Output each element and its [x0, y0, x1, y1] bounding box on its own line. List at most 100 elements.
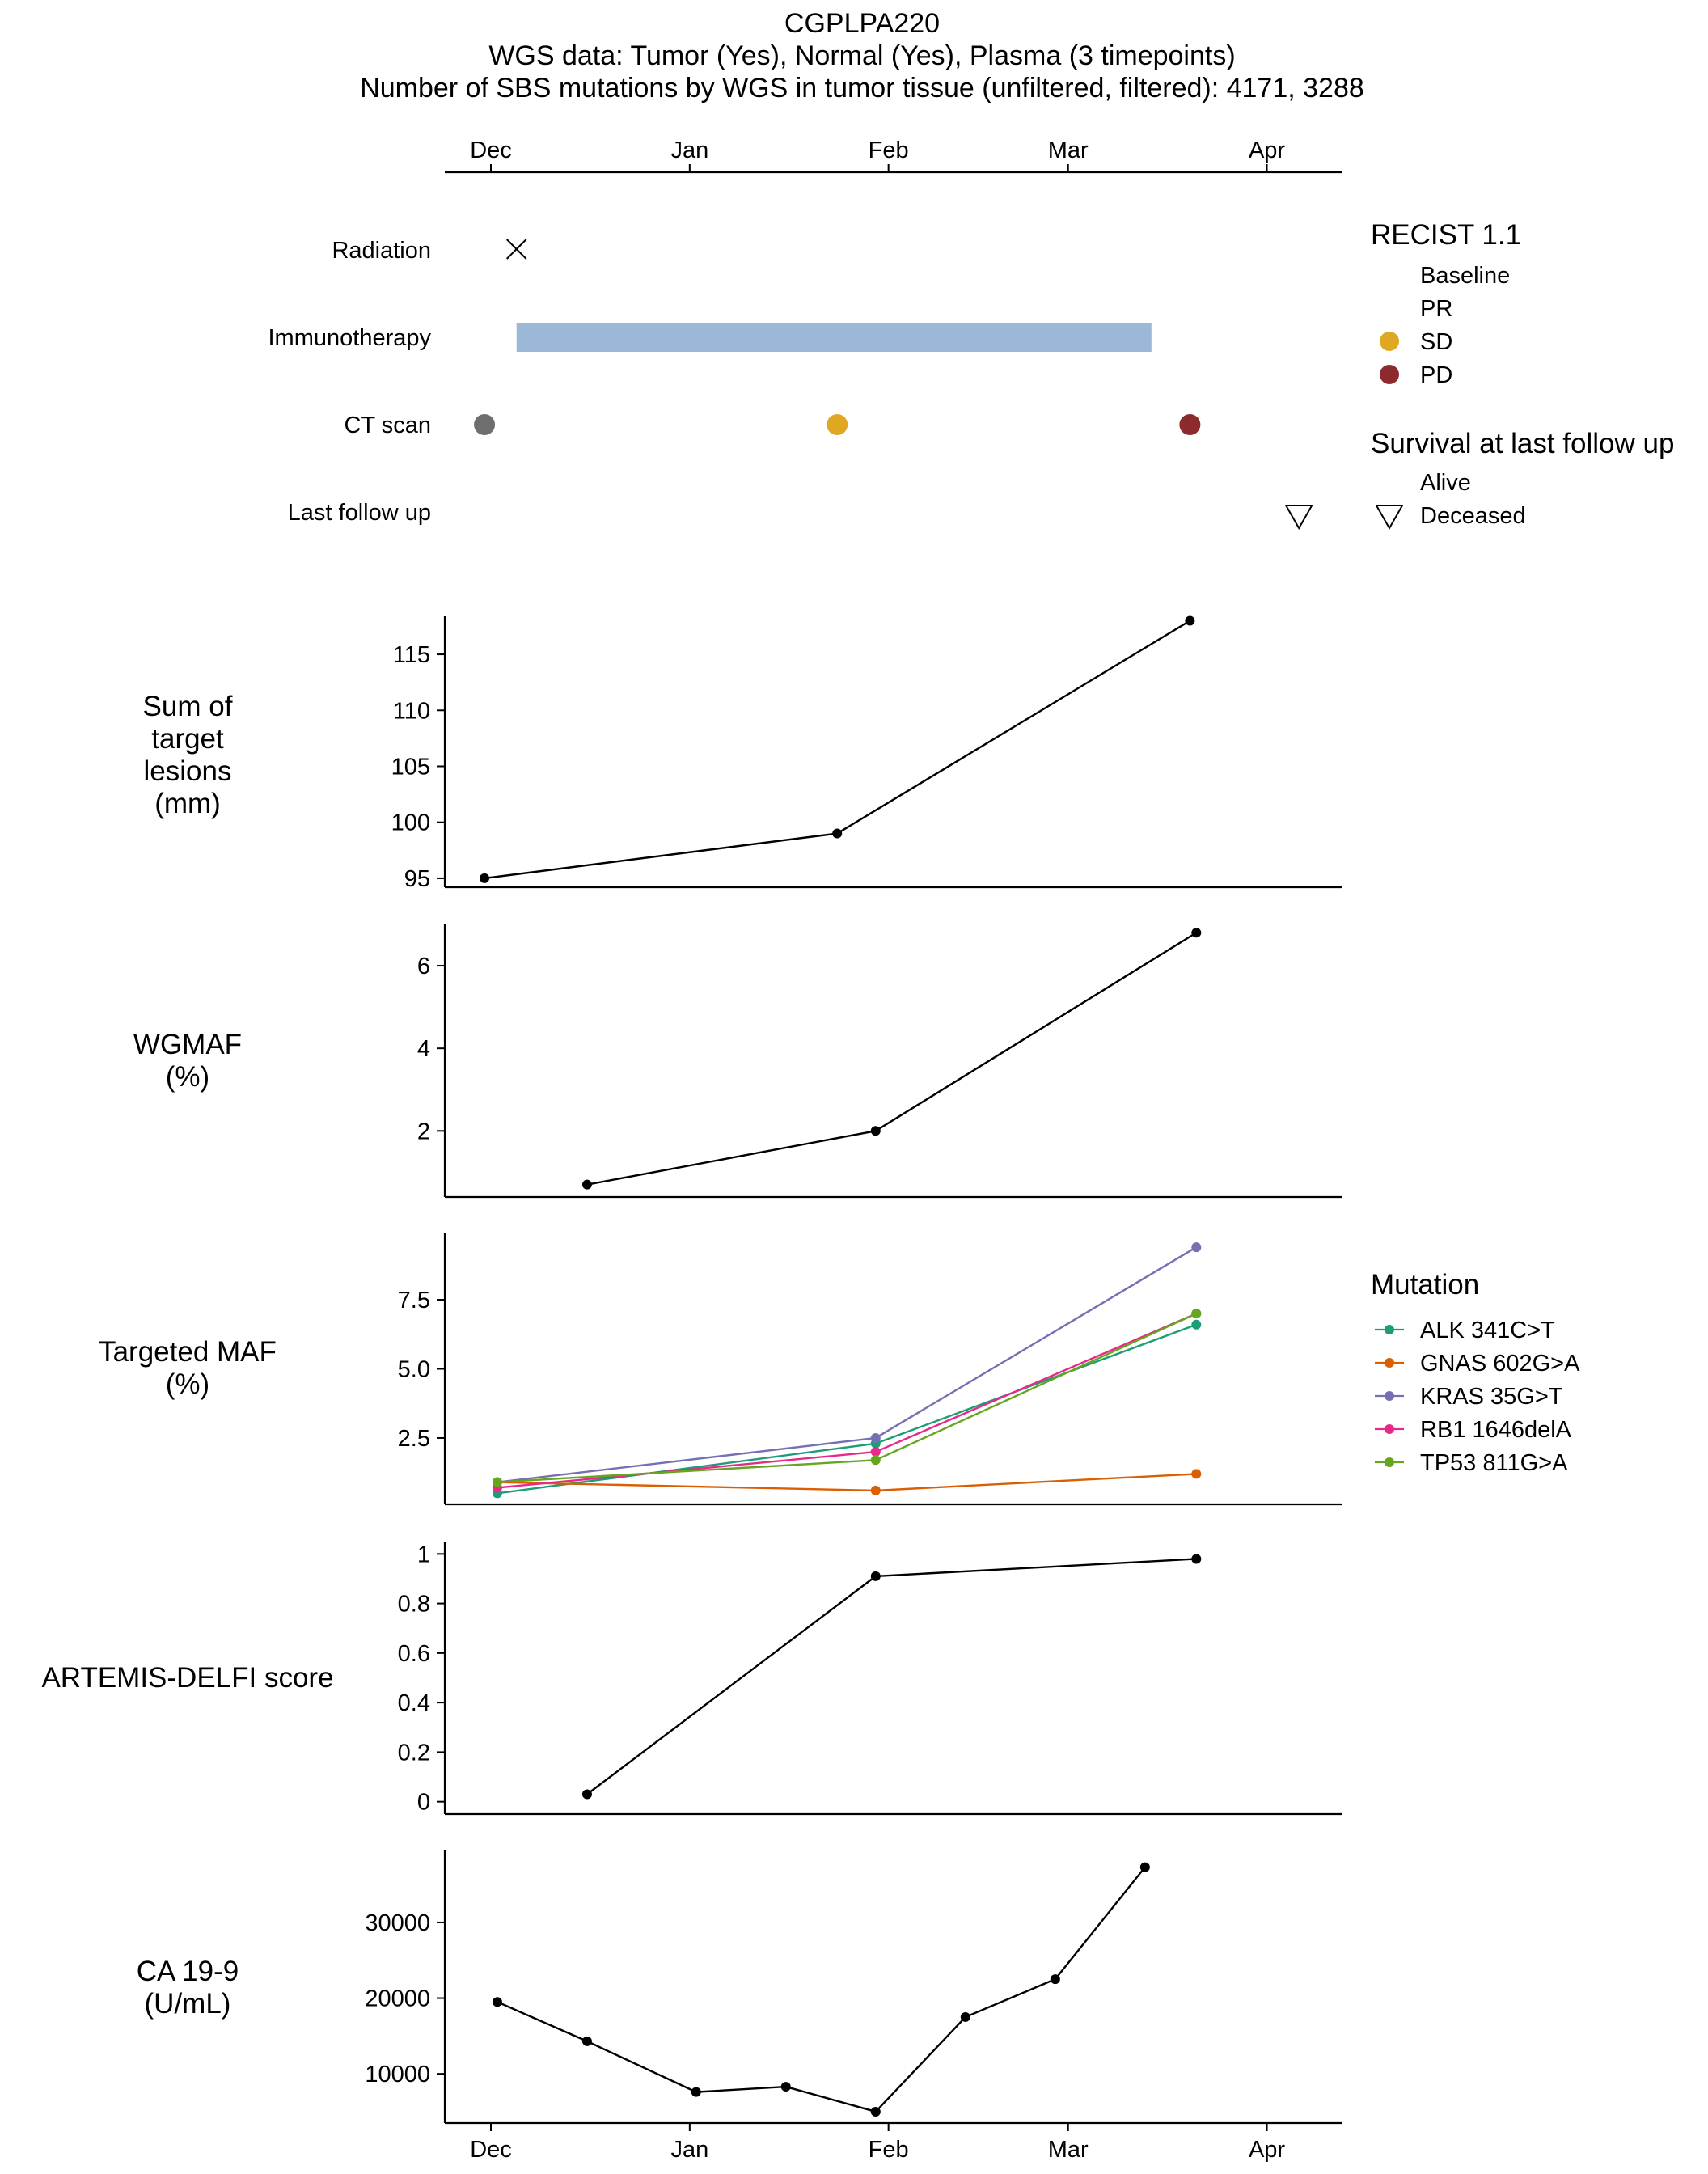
- legend-recist-title: RECIST 1.1: [1371, 219, 1521, 251]
- bottom-tick-label-mar: Mar: [1048, 2137, 1089, 2163]
- panel-sum-of-target-lesions-series-0-line: [484, 620, 1190, 880]
- legend-mutation-alk-341c-t-point: [1385, 1325, 1394, 1334]
- legend-survival-deceased: Deceased: [1375, 503, 1526, 531]
- timeline-row-labels: Radiation Immunotherapy CT scan Last fol…: [268, 238, 432, 526]
- panel-sum-of-target-lesions-ytick-label: 115: [393, 642, 430, 668]
- panel-targeted-maf-series-tp53-811g-a-line: [497, 1313, 1197, 1483]
- legend-survival-deceased-marker: [1375, 505, 1404, 531]
- panel-sum-of-target-lesions-series-0-point: [480, 873, 490, 883]
- title-line-1: CGPLPA220: [784, 8, 940, 39]
- panel-ca-19-9-series-0-point: [1050, 1974, 1060, 1985]
- legend-survival: Survival at last follow up Alive Deceased: [1371, 428, 1674, 531]
- panel-artemis-delfi-ytick-label: 1: [417, 1542, 430, 1567]
- ct-scan-point-pd: [1179, 414, 1201, 435]
- panel-ca-19-9-series-0-point: [492, 1997, 502, 2007]
- panel-targeted-maf-ytick-label: 7.5: [398, 1288, 430, 1313]
- panel-targeted-maf-ytick-label: 5.0: [398, 1357, 430, 1383]
- legend-survival-deceased-label: Deceased: [1420, 503, 1526, 529]
- panel-targeted-maf-series-kras-35g-t-point: [870, 1432, 881, 1443]
- panel-targeted-maf-series-tp53-811g-a-point: [870, 1455, 881, 1466]
- row-label-radiation: Radiation: [332, 238, 431, 264]
- bottom-tick-label-feb: Feb: [869, 2137, 909, 2163]
- panel-ca-19-9-series-0-point: [581, 2036, 592, 2046]
- panel-ca-19-9-series-0-line: [497, 1866, 1146, 2113]
- panel-wgmaf-series-0-point: [1191, 928, 1202, 938]
- panel-artemis-delfi-ytick-label: 0.4: [398, 1690, 430, 1716]
- panel-targeted-maf-series-tp53-811g-a-point: [492, 1477, 502, 1487]
- bottom-tick-label-jan: Jan: [670, 2137, 708, 2163]
- legend-recist-pr-label: PR: [1420, 296, 1452, 322]
- row-label-last-follow-up: Last follow up: [288, 500, 431, 526]
- panel-targeted-maf-series-gnas-602g-a-point: [1191, 1469, 1202, 1479]
- panel-targeted-maf-series-alk-341c-t-point: [1191, 1319, 1202, 1330]
- timeline-tick-label-apr: Apr: [1249, 137, 1285, 163]
- legend-mutation-title: Mutation: [1371, 1269, 1479, 1301]
- legend-recist-baseline-label: Baseline: [1420, 263, 1510, 289]
- panel-sum-of-target-lesions-series-0-point: [832, 828, 843, 839]
- timeline-tick-label-mar: Mar: [1048, 137, 1089, 163]
- legend-mutation-rb1-1646dela-label: RB1 1646delA: [1420, 1417, 1572, 1443]
- panel-targeted-maf-series-tp53-811g-a-point: [1191, 1309, 1202, 1319]
- legend-mutation-tp53-811g-a-label: TP53 811G>A: [1420, 1450, 1568, 1476]
- row-label-immunotherapy: Immunotherapy: [268, 325, 432, 351]
- legend-recist-sd: SD: [1380, 329, 1452, 355]
- row-label-ct-scan: CT scan: [345, 412, 431, 438]
- panel-ca-19-9-series-0-point: [780, 2082, 791, 2092]
- panel-artemis-delfi-ytick-label: 0.2: [398, 1740, 430, 1766]
- panel-artemis-delfi: 0 0.2 0.4 0.6 0.8 1 ARTEMIS-DELFI score: [41, 1542, 1342, 1816]
- timeline-month-ticks: Dec Jan Feb Mar Apr: [470, 137, 1285, 172]
- panel-targeted-maf-ylabel-line: Targeted MAF: [99, 1336, 277, 1368]
- panel-ca-19-9: 10000 20000 30000 CA 19-9(U/mL): [137, 1850, 1342, 2125]
- legend-mutation: Mutation ALK 341C>T GNAS 602G>A KRAS 35G>T…: [1371, 1269, 1580, 1476]
- panel-targeted-maf: 2.5 5.0 7.5 Targeted MAF(%): [99, 1233, 1342, 1506]
- legend-mutation-tp53-811g-a: TP53 811G>A: [1375, 1450, 1568, 1476]
- panel-sum-of-target-lesions-ylabel-line: lesions: [144, 755, 232, 787]
- legend-mutation-alk-341c-t: ALK 341C>T: [1375, 1318, 1555, 1343]
- panel-ca-19-9-ytick-label: 10000: [365, 2062, 430, 2087]
- bottom-tick-label-apr: Apr: [1249, 2137, 1285, 2163]
- legend-mutation-gnas-602g-a-point: [1385, 1358, 1394, 1368]
- panel-targeted-maf-ytick-label: 2.5: [398, 1426, 430, 1452]
- panel-targeted-maf-series-alk-341c-t-line: [497, 1323, 1197, 1495]
- legend-recist-pd-label: PD: [1420, 362, 1452, 388]
- title-line-3: Number of SBS mutations by WGS in tumor …: [360, 73, 1364, 104]
- panel-artemis-delfi-series-0-point: [581, 1789, 592, 1800]
- radiation-x-marker: [506, 239, 527, 260]
- legend-mutation-gnas-602g-a-label: GNAS 602G>A: [1420, 1351, 1580, 1377]
- timeline-tick-label-jan: Jan: [670, 137, 708, 163]
- panel-artemis-delfi-series-0-point: [1191, 1554, 1202, 1564]
- legend-recist-sd-label: SD: [1420, 329, 1452, 355]
- legend-mutation-rb1-1646dela-point: [1385, 1424, 1394, 1434]
- bottom-tick-label-dec: Dec: [470, 2137, 512, 2163]
- panel-wgmaf-ylabel-line: (%): [166, 1061, 209, 1093]
- timeline-marks: [474, 239, 1313, 531]
- panel-artemis-delfi-series-0-point: [870, 1571, 881, 1581]
- panel-sum-of-target-lesions-ylabel-line: Sum of: [143, 691, 233, 722]
- panel-sum-of-target-lesions-ylabel-line: (mm): [154, 788, 221, 819]
- legend-recist: RECIST 1.1 Baseline PR SD PD: [1371, 219, 1521, 388]
- legend-mutation-gnas-602g-a: GNAS 602G>A: [1375, 1351, 1580, 1377]
- panel-sum-of-target-lesions-ytick-label: 100: [391, 810, 430, 836]
- panel-ca-19-9-ytick-label: 20000: [365, 1986, 430, 2012]
- legend-mutation-kras-35g-t: KRAS 35G>T: [1375, 1384, 1563, 1410]
- legend-mutation-rb1-1646dela: RB1 1646delA: [1375, 1417, 1572, 1443]
- ct-scan-point-sd: [827, 414, 848, 435]
- panel-wgmaf-series-0-point: [870, 1126, 881, 1136]
- legend-recist-baseline: Baseline: [1420, 263, 1510, 289]
- legend-recist-items: Baseline PR SD PD: [1380, 263, 1510, 388]
- ct-scan-point-baseline: [474, 414, 496, 435]
- title-line-2: WGS data: Tumor (Yes), Normal (Yes), Pla…: [488, 40, 1235, 71]
- panel-sum-of-target-lesions-series-0-point: [1185, 615, 1195, 626]
- panel-ca-19-9-series-0-point: [691, 2087, 701, 2097]
- panel-targeted-maf-ylabel-line: (%): [166, 1368, 209, 1400]
- legend-mutation-items: ALK 341C>T GNAS 602G>A KRAS 35G>T RB1 1646d…: [1375, 1318, 1580, 1476]
- panel-artemis-delfi-series-0-line: [586, 1558, 1197, 1795]
- timeline-panel: Dec Jan Feb Mar Apr Radiation Immunotherapy …: [268, 137, 1342, 531]
- panel-targeted-maf-series-gnas-602g-a-point: [870, 1485, 881, 1495]
- legend-recist-pd: PD: [1380, 362, 1452, 388]
- panel-wgmaf-ytick-label: 6: [417, 954, 430, 979]
- panel-sum-of-target-lesions-ytick-label: 105: [391, 754, 430, 780]
